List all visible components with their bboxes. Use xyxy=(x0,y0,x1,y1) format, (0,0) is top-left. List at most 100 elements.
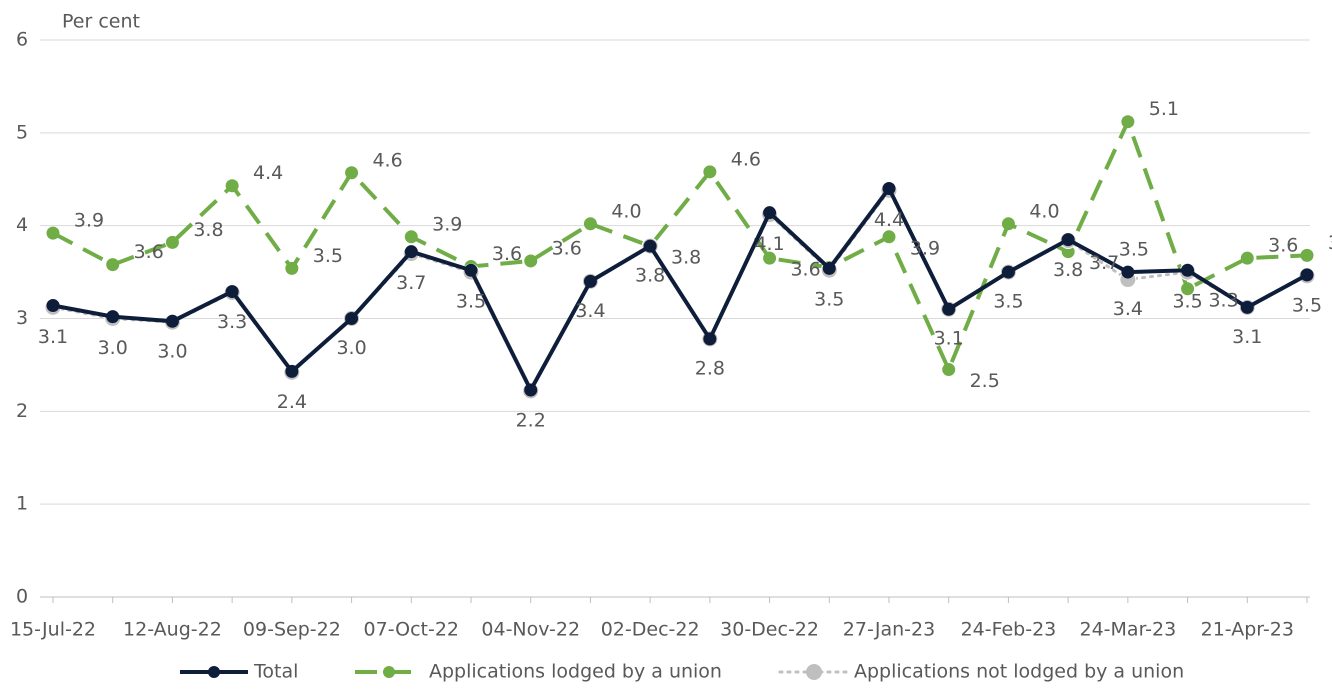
data-point xyxy=(703,332,717,346)
data-point xyxy=(225,179,239,193)
x-tick-label: 02-Dec-22 xyxy=(601,619,700,641)
data-point xyxy=(1121,265,1135,279)
data-point xyxy=(225,285,239,299)
data-label: 3.6 xyxy=(134,241,164,263)
data-point xyxy=(1181,263,1195,277)
x-tick-label: 27-Jan-23 xyxy=(843,619,935,641)
data-point xyxy=(345,166,359,180)
data-point xyxy=(165,314,179,328)
data-label: 3.3 xyxy=(1208,289,1238,311)
data-label: 3.9 xyxy=(74,210,104,232)
legend-label: Applications lodged by a union xyxy=(429,661,722,683)
data-label: 3.1 xyxy=(934,328,964,350)
data-point xyxy=(404,230,418,244)
data-point xyxy=(1240,300,1254,314)
data-label: 3.9 xyxy=(432,213,462,235)
data-point xyxy=(464,263,478,277)
data-point xyxy=(763,206,777,220)
x-tick-label: 30-Dec-22 xyxy=(720,619,819,641)
x-tick-label: 04-Nov-22 xyxy=(481,619,580,641)
data-point xyxy=(1001,265,1015,279)
data-label: 4.0 xyxy=(1029,200,1059,222)
data-point xyxy=(882,230,896,244)
data-point xyxy=(1300,268,1314,282)
data-label: 3.5 xyxy=(814,289,844,311)
data-label: 2.4 xyxy=(277,391,307,413)
data-point xyxy=(942,302,956,316)
data-label: 4.1 xyxy=(754,233,784,255)
data-point xyxy=(106,310,120,324)
data-label: 3.8 xyxy=(671,247,701,269)
legend-marker xyxy=(806,664,822,680)
data-label: 3.5 xyxy=(1119,239,1149,261)
data-label: 3.5 xyxy=(1172,291,1202,313)
y-tick-label: 5 xyxy=(16,121,28,143)
data-point xyxy=(165,235,179,249)
legend-label: Total xyxy=(253,661,298,683)
x-tick-label: 12-Aug-22 xyxy=(123,619,222,641)
x-tick-label: 21-Apr-23 xyxy=(1201,619,1294,641)
data-label: 2.2 xyxy=(516,409,546,431)
data-point xyxy=(583,274,597,288)
data-label: 3.6 xyxy=(1268,235,1298,257)
series-line xyxy=(52,116,1308,375)
data-point xyxy=(1121,115,1135,129)
data-point xyxy=(1001,217,1015,231)
data-label: 3.0 xyxy=(157,341,187,363)
data-label: 4.4 xyxy=(874,209,904,231)
data-label: 5.1 xyxy=(1149,98,1179,120)
data-label: 3.4 xyxy=(1113,298,1143,320)
data-label: 2.8 xyxy=(695,357,725,379)
data-point xyxy=(106,258,120,272)
y-tick-label: 0 xyxy=(16,586,28,608)
legend-marker xyxy=(383,666,395,678)
data-point xyxy=(1061,233,1075,247)
series-line xyxy=(52,184,1308,395)
data-point xyxy=(763,251,777,265)
data-point xyxy=(404,245,418,259)
data-point xyxy=(345,312,359,325)
data-label: 2.5 xyxy=(970,370,1000,392)
y-tick-label: 6 xyxy=(16,29,28,51)
data-label: 3.3 xyxy=(217,311,247,333)
data-label: 3.6 xyxy=(790,259,820,281)
data-label: 3.4 xyxy=(575,300,605,322)
y-tick-label: 1 xyxy=(16,493,28,515)
data-point xyxy=(524,383,538,397)
data-label: 4.4 xyxy=(253,162,283,184)
data-point xyxy=(703,165,717,179)
legend-label: Applications not lodged by a union xyxy=(854,661,1184,683)
data-label: 3.1 xyxy=(1232,326,1262,348)
data-label: 3.8 xyxy=(635,265,665,287)
data-point xyxy=(46,226,60,240)
x-tick-label: 24-Feb-23 xyxy=(961,619,1057,641)
data-point xyxy=(285,364,299,378)
data-label: 4.6 xyxy=(372,149,402,171)
x-tick-label: 15-Jul-22 xyxy=(10,619,96,641)
data-label: 3.5 xyxy=(1292,294,1322,316)
data-label: 3.9 xyxy=(910,237,940,259)
y-tick-label: 3 xyxy=(16,307,28,329)
data-label: 3.5 xyxy=(456,291,486,313)
data-point xyxy=(1240,251,1254,265)
data-label: 3.8 xyxy=(193,219,223,241)
data-label: 3.7 xyxy=(1328,232,1332,254)
data-label: 3.6 xyxy=(552,237,582,259)
data-label: 3.5 xyxy=(993,291,1023,313)
y-tick-label: 4 xyxy=(16,214,28,236)
data-point xyxy=(942,363,956,377)
y-axis-title: Per cent xyxy=(62,11,140,33)
data-label: 3.8 xyxy=(1053,259,1083,281)
data-label: 3.7 xyxy=(396,272,426,294)
data-point xyxy=(524,254,538,268)
data-point xyxy=(643,239,657,253)
data-label: 3.0 xyxy=(98,337,128,359)
legend-marker xyxy=(208,666,220,678)
x-tick-label: 24-Mar-23 xyxy=(1080,619,1177,641)
y-tick-label: 2 xyxy=(16,400,28,422)
data-label: 3.5 xyxy=(313,245,343,267)
x-tick-label: 07-Oct-22 xyxy=(364,619,459,641)
x-tick-label: 09-Sep-22 xyxy=(243,619,341,641)
data-label: 3.6 xyxy=(492,243,522,265)
